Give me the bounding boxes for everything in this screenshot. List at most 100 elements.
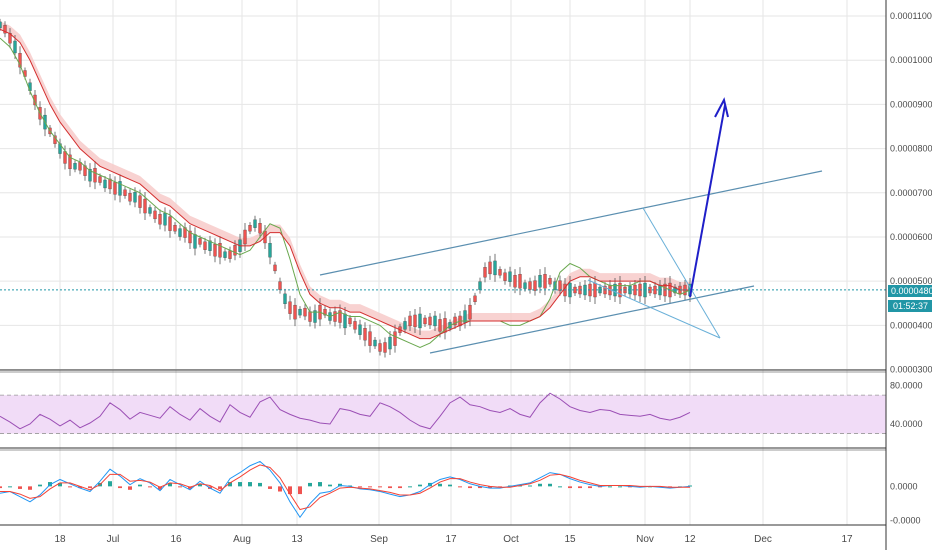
macd-histogram-bar — [538, 483, 542, 487]
macd-histogram-bar — [408, 486, 412, 488]
channel-upper-line — [319, 170, 823, 276]
candle-body — [118, 181, 122, 196]
projection-arrow-head — [714, 97, 729, 118]
rsi-tick-label: 40.0000 — [890, 419, 923, 429]
x-tick-label: Dec — [754, 534, 772, 545]
candle-body — [373, 339, 377, 347]
macd-histogram-bar — [8, 486, 12, 488]
macd-pane — [0, 460, 692, 519]
candle-body — [478, 281, 482, 290]
macd-histogram-bar — [178, 486, 182, 488]
candle-body — [103, 179, 107, 189]
macd-histogram-bar — [168, 482, 172, 487]
macd-histogram-bar — [68, 486, 72, 488]
candle-body — [18, 53, 22, 68]
candle-body — [88, 168, 92, 182]
candle-body — [308, 311, 312, 322]
macd-histogram-bar — [608, 486, 612, 488]
candle-body — [268, 243, 272, 258]
candle-body — [128, 193, 132, 202]
macd-histogram-bar — [328, 484, 332, 487]
candle-body — [548, 278, 552, 285]
candle-body — [463, 310, 467, 323]
trend-drawings[interactable] — [319, 97, 823, 354]
candle-body — [378, 343, 382, 352]
candle-body — [368, 331, 372, 346]
candle-body — [178, 228, 182, 237]
current-price-label: 0.00004802 — [891, 286, 932, 296]
candle-body — [403, 321, 407, 330]
moving-average-line — [0, 28, 690, 340]
countdown-badge — [888, 300, 932, 312]
candle-body — [503, 272, 507, 281]
macd-histogram-bar — [418, 484, 422, 487]
current-price-badge — [888, 285, 932, 297]
macd-line — [0, 460, 691, 519]
candle-body — [338, 310, 342, 323]
macd-histogram-bar — [18, 486, 22, 489]
candle-body — [498, 269, 502, 276]
candle-body — [413, 314, 417, 328]
candle-body — [163, 213, 167, 226]
candle-body — [218, 243, 222, 258]
candle-body — [538, 275, 542, 288]
price-tick-label: 0.00003000 — [890, 365, 932, 375]
countdown-label: 01:52:37 — [893, 301, 928, 311]
candle-body — [388, 336, 392, 350]
macd-histogram-bar — [548, 483, 552, 487]
candle-body — [428, 316, 432, 326]
macd-histogram-bar — [38, 484, 42, 487]
macd-histogram-bar — [248, 482, 252, 487]
lagging-span-line — [0, 37, 691, 349]
macd-histogram-bar — [568, 486, 572, 489]
macd-histogram-bar — [218, 486, 222, 489]
candle-body — [143, 198, 147, 214]
macd-histogram-bar — [278, 486, 282, 492]
wedge-line — [587, 279, 721, 339]
macd-histogram-bar — [388, 486, 392, 489]
channel-lower-line — [429, 285, 755, 354]
rsi-tick-label: 80.0000 — [890, 381, 923, 391]
candle-body — [513, 275, 517, 288]
macd-histogram-bar — [368, 486, 372, 488]
macd-histogram-bar — [558, 486, 562, 488]
candle-body — [423, 317, 427, 325]
candle-body — [363, 328, 367, 341]
macd-histogram-bar — [78, 486, 82, 489]
macd-histogram-bar — [58, 482, 62, 487]
macd-histogram-bar — [158, 486, 162, 490]
candle-body — [468, 304, 472, 320]
macd-histogram-bar — [118, 486, 122, 489]
candle-body — [293, 304, 297, 320]
ichimoku-cloud — [0, 21, 690, 339]
macd-histogram-bar — [258, 482, 262, 487]
candle-body — [78, 162, 82, 171]
wedge-line — [642, 207, 721, 339]
macd-histogram-bar — [228, 482, 232, 487]
candle-body — [333, 311, 337, 322]
macd-histogram-bar — [528, 485, 532, 487]
macd-histogram-bar — [468, 486, 472, 489]
macd-histogram-bar — [458, 486, 462, 488]
candle-body — [288, 301, 292, 314]
candle-body — [168, 216, 172, 231]
candle-body — [13, 40, 17, 54]
candle-body — [108, 178, 112, 190]
candle-body — [348, 317, 352, 325]
candle-body — [243, 229, 247, 245]
candle-body — [233, 245, 237, 256]
candle-body — [153, 210, 157, 220]
price-series — [0, 18, 886, 358]
macd-histogram-bar — [578, 486, 582, 489]
macd-histogram-bar — [688, 485, 692, 487]
candle-body — [358, 324, 362, 335]
x-tick-label: 12 — [684, 534, 696, 545]
x-tick-label: Oct — [503, 534, 519, 545]
macd-tick-label: 0.0000 — [890, 481, 918, 491]
macd-histogram-bar — [588, 486, 592, 489]
x-tick-label: Jul — [107, 534, 120, 545]
